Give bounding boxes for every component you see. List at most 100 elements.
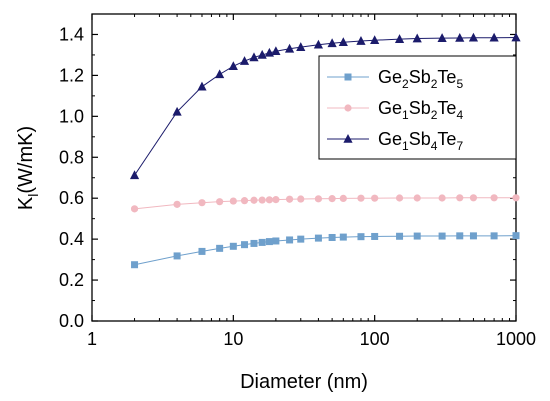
data-point [241, 241, 249, 249]
data-point [240, 197, 249, 205]
data-point [257, 49, 267, 59]
legend-label: Ge1Sb2Te4 [378, 98, 463, 122]
series-line [134, 235, 517, 266]
y-tick-label: 1.2 [59, 65, 84, 85]
data-point [297, 195, 305, 203]
x-axis-title: Diameter (nm) [240, 371, 368, 393]
data-point [228, 61, 238, 70]
data-point [394, 34, 405, 43]
data-point [371, 194, 379, 202]
data-point [313, 39, 324, 49]
data-point [197, 81, 207, 91]
data-point [437, 33, 447, 42]
data-point [490, 232, 498, 240]
series-Ge1Sb2Te4 [130, 194, 520, 213]
data-point [250, 196, 258, 204]
data-point [469, 232, 477, 240]
data-point [314, 195, 323, 203]
y-tick-label: 0.4 [59, 229, 84, 249]
data-point [216, 244, 224, 252]
legend: Ge2Sb2Te5 Ge1Sb2Te4 Ge1Sb4Te7 [318, 55, 517, 160]
data-point [173, 200, 181, 208]
data-point [271, 46, 281, 56]
data-point [265, 196, 274, 204]
series-Ge2Sb2Te5 [131, 232, 520, 269]
data-point [250, 239, 258, 247]
y-tick-label: 1.0 [59, 106, 84, 126]
data-point [339, 233, 347, 241]
x-tick-label: 1000 [496, 329, 536, 349]
data-point [371, 232, 379, 240]
data-point [129, 170, 140, 180]
data-point [173, 252, 181, 260]
y-tick-label: 0.0 [59, 311, 84, 331]
data-point [511, 32, 521, 42]
legend-marker [343, 134, 353, 143]
data-point [284, 43, 295, 53]
data-point [413, 194, 421, 202]
legend-item: Ge2Sb2Te5 [327, 67, 463, 91]
data-point [130, 205, 139, 213]
series-layer [129, 32, 521, 269]
data-point [455, 32, 465, 42]
data-point [229, 197, 237, 205]
data-point [489, 32, 499, 42]
data-point [396, 232, 404, 240]
data-point [297, 235, 305, 243]
data-point [258, 238, 266, 246]
data-point [265, 238, 273, 246]
axes: 0.0 0.2 0.4 0.6 0.8 1.0 1.2 1.4 1 10 100 1000 [59, 14, 536, 349]
data-point [339, 194, 347, 203]
data-point [438, 232, 446, 240]
data-point [357, 233, 365, 241]
data-point [286, 236, 294, 244]
data-point [327, 38, 337, 48]
plot-frame [91, 13, 517, 322]
data-point [469, 194, 478, 202]
legend-item: Ge1Sb4Te7 [327, 129, 463, 153]
y-tick-label: 0.8 [59, 147, 84, 167]
legend-label: Ge2Sb2Te5 [378, 67, 463, 91]
data-point [239, 56, 250, 65]
series-Ge1Sb4Te7 [129, 32, 521, 180]
data-point [512, 194, 520, 202]
data-point [328, 195, 336, 203]
data-point [395, 194, 404, 202]
y-tick-label: 1.4 [59, 24, 84, 44]
y-axis-title: Kl(W/mK) [15, 126, 41, 210]
legend-marker [344, 104, 352, 112]
data-point [456, 194, 464, 202]
y-tick-label: 0.6 [59, 188, 84, 208]
data-point [272, 237, 280, 245]
data-point [272, 196, 280, 204]
legend-item: Ge1Sb2Te4 [327, 98, 463, 122]
data-point [258, 196, 266, 204]
data-point [216, 198, 224, 206]
data-point [198, 199, 206, 207]
data-point [413, 232, 421, 240]
data-point [512, 232, 520, 240]
data-point [456, 232, 464, 240]
data-point [438, 194, 446, 202]
data-point [249, 52, 259, 62]
data-point [328, 233, 336, 241]
x-tick-label: 10 [223, 329, 243, 349]
y-tick-label: 0.2 [59, 270, 84, 290]
data-point [131, 261, 139, 269]
legend-marker [344, 73, 352, 81]
data-point [356, 36, 366, 45]
data-point [314, 234, 322, 242]
data-point [412, 33, 422, 43]
data-point [172, 106, 182, 116]
data-point [198, 247, 206, 255]
data-point [468, 32, 479, 42]
data-point [490, 194, 498, 202]
data-point [296, 42, 306, 51]
data-point [285, 195, 294, 203]
data-point [215, 69, 225, 79]
x-tick-label: 1 [87, 329, 97, 349]
data-point [370, 35, 380, 44]
data-point [229, 242, 237, 250]
x-tick-label: 100 [360, 329, 390, 349]
